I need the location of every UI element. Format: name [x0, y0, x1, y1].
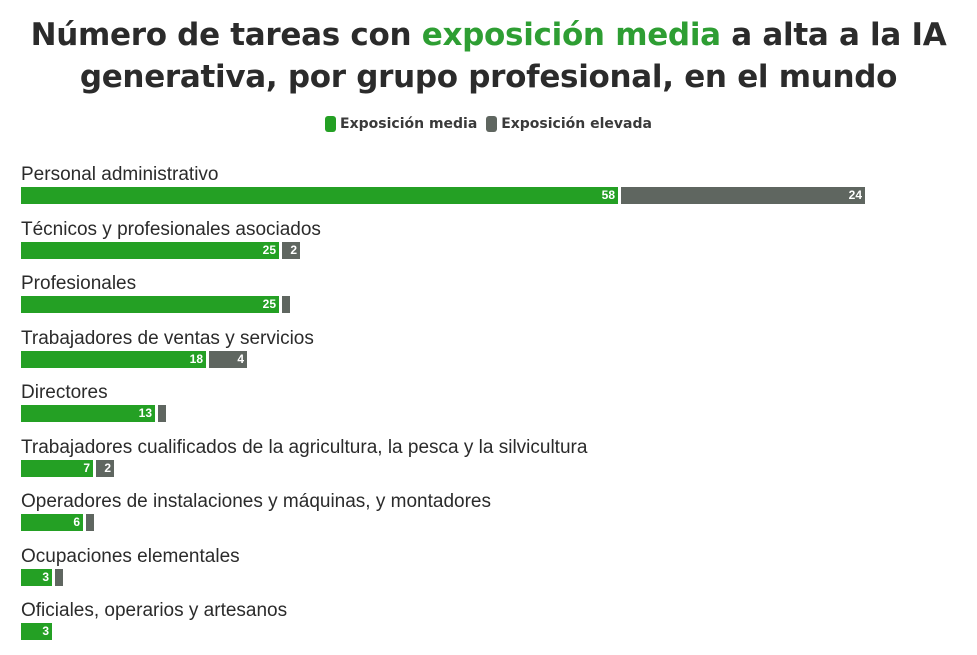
bar-row: Trabajadores cualificados de la agricult… [21, 437, 961, 492]
bar-group: 13 [21, 405, 166, 422]
bar-group: 58 24 [21, 187, 865, 204]
legend-label-media: Exposición media [340, 116, 478, 132]
title-part1: Número de tareas con [30, 17, 422, 53]
category-label: Ocupaciones elementales [21, 545, 240, 567]
bar-row: Ocupaciones elementales 3 [21, 546, 961, 601]
category-label: Técnicos y profesionales asociados [21, 218, 321, 240]
bar-value-label: 4 [237, 351, 244, 366]
bar-group: 18 4 [21, 350, 247, 368]
bar-value-label: 25 [262, 297, 276, 311]
legend: Exposición media Exposición elevada [0, 116, 977, 136]
bar-exposicion-media: 25 [21, 296, 279, 313]
bar-group: 25 2 [21, 241, 300, 259]
legend-item-elevada: Exposición elevada [486, 116, 652, 132]
bar-exposicion-media: 58 [21, 187, 618, 204]
legend-item-media: Exposición media [325, 116, 477, 132]
category-label: Trabajadores de ventas y servicios [21, 327, 314, 349]
bar-value-label: 3 [42, 569, 49, 584]
bar-exposicion-elevada: 4 [209, 350, 247, 368]
bar-exposicion-media: 6 [21, 514, 83, 531]
bar-value-label: 25 [262, 242, 276, 257]
category-label: Profesionales [21, 273, 137, 294]
bar-row: Personal administrativo 58 24 [21, 164, 961, 219]
bar-group: 6 [21, 514, 94, 531]
bar-value-label: 2 [104, 460, 111, 475]
bar-group: 3 [21, 623, 52, 640]
bar-group: 3 [21, 568, 63, 586]
legend-label-elevada: Exposición elevada [501, 116, 652, 132]
bar-exposicion-elevada: 2 [96, 459, 114, 477]
bar-exposicion-media: 7 [21, 459, 93, 477]
bar-value-label: 58 [601, 188, 615, 202]
bar-value-label: 24 [848, 188, 862, 202]
bar-row: Profesionales 25 [21, 273, 961, 328]
bar-exposicion-elevada: 2 [282, 241, 300, 259]
bar-exposicion-media: 3 [21, 623, 52, 640]
category-label: Oficiales, operarios y artesanos [21, 600, 288, 621]
bar-exposicion-media: 18 [21, 350, 206, 368]
title-part2: a alta a la IA [720, 17, 947, 53]
title-highlight: exposición media [421, 17, 721, 53]
bar-exposicion-elevada [282, 296, 290, 313]
bar-value-label: 13 [138, 406, 152, 420]
bar-exposicion-media: 13 [21, 405, 155, 422]
bar-group: 25 [21, 296, 290, 313]
bar-value-label: 2 [290, 242, 297, 257]
title-line2: generativa, por grupo profesional, en el… [79, 59, 898, 95]
bar-exposicion-elevada: 24 [621, 187, 865, 204]
bar-exposicion-media: 25 [21, 241, 279, 259]
chart-title: Número de tareas con exposición media a … [0, 14, 977, 98]
legend-swatch-media [325, 116, 337, 132]
bar-value-label: 3 [42, 624, 49, 638]
bar-rows: Personal administrativo 58 24 Técnicos y pr… [21, 164, 961, 655]
bar-exposicion-elevada [86, 514, 94, 531]
bar-exposicion-elevada [55, 568, 63, 586]
bar-exposicion-media: 3 [21, 568, 52, 586]
bar-value-label: 7 [83, 460, 90, 475]
bar-exposicion-elevada [158, 405, 166, 422]
bar-value-label: 6 [73, 515, 80, 529]
bar-row: Oficiales, operarios y artesanos 3 [21, 600, 961, 655]
legend-swatch-elevada [486, 116, 498, 132]
category-label: Trabajadores cualificados de la agricult… [21, 436, 588, 458]
category-label: Personal administrativo [21, 164, 219, 185]
bar-value-label: 18 [189, 351, 203, 366]
category-label: Operadores de instalaciones y máquinas, … [21, 491, 491, 512]
category-label: Directores [21, 382, 108, 403]
bar-row: Técnicos y profesionales asociados 25 2 [21, 219, 961, 274]
bar-row: Trabajadores de ventas y servicios 18 4 [21, 328, 961, 383]
bar-row: Operadores de instalaciones y máquinas, … [21, 491, 961, 546]
bar-row: Directores 13 [21, 382, 961, 437]
